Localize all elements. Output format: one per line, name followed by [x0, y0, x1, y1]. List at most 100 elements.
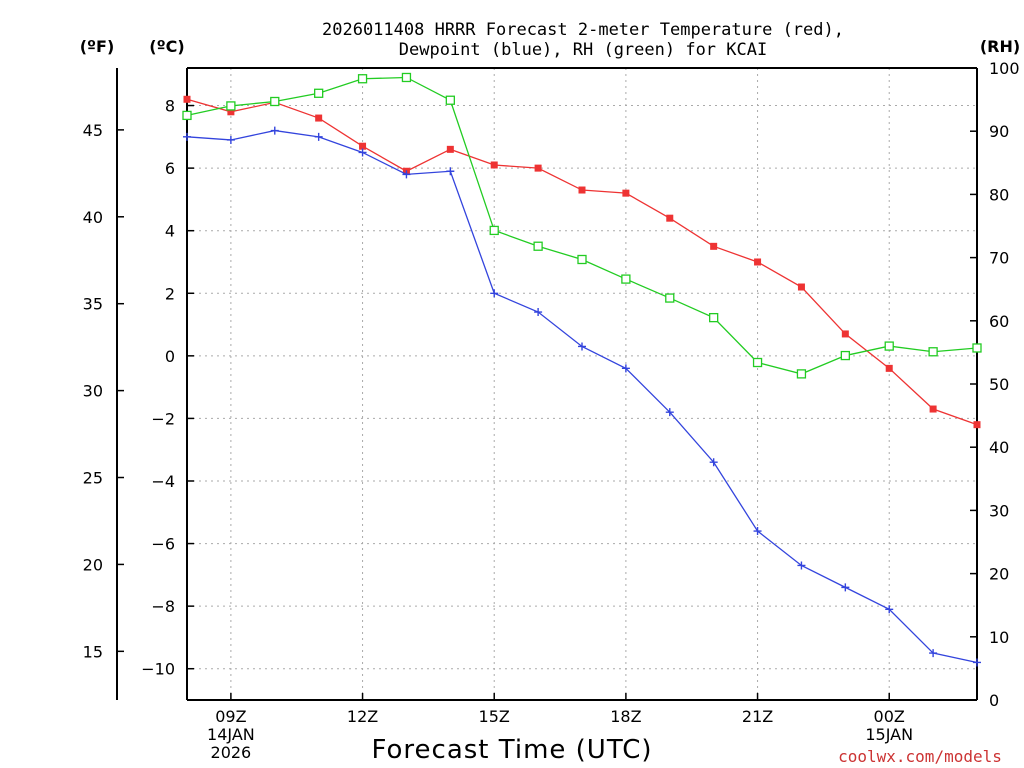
data-point-rh — [401, 72, 412, 83]
fahrenheit-unit-label: (ºF) — [80, 37, 115, 56]
data-point-rh — [489, 225, 499, 236]
celsius-tick-label: 0 — [165, 347, 175, 366]
chart-title-line1: 2026011408 HRRR Forecast 2-meter Tempera… — [322, 20, 844, 40]
celsius-tick-label: −2 — [151, 409, 175, 428]
data-point-dewpoint — [578, 342, 586, 351]
rh-tick-label: 20 — [989, 565, 1009, 584]
series-dewpoint — [183, 126, 981, 667]
data-point-dewpoint — [621, 364, 630, 373]
x-tick-label: 14JAN — [207, 725, 255, 744]
x-tick-label: 21Z — [742, 707, 773, 726]
rh-tick-label: 90 — [989, 122, 1009, 141]
series — [182, 72, 982, 667]
data-point-temperature — [841, 330, 849, 338]
x-tick-label: 18Z — [610, 707, 641, 726]
x-tick-label: 09Z — [215, 707, 246, 726]
rh-tick-label: 40 — [989, 438, 1009, 457]
data-point-dewpoint — [841, 583, 850, 592]
data-point-dewpoint — [885, 605, 894, 614]
axes — [116, 67, 978, 701]
grid — [187, 68, 977, 700]
data-point-temperature — [490, 161, 498, 169]
celsius-tick-label: 8 — [165, 97, 175, 116]
fahrenheit-tick-label: 30 — [83, 382, 103, 401]
data-point-dewpoint — [358, 148, 367, 157]
data-point-temperature — [710, 242, 718, 250]
data-point-rh — [665, 293, 675, 303]
data-point-dewpoint — [226, 135, 235, 144]
data-point-rh — [357, 74, 368, 84]
data-point-rh — [796, 369, 807, 379]
rh-unit-label: (RH) — [980, 37, 1020, 56]
celsius-tick-label: 2 — [165, 284, 175, 303]
data-point-temperature — [885, 364, 893, 372]
data-point-rh — [884, 341, 894, 351]
data-point-temperature — [929, 405, 937, 413]
data-point-dewpoint — [446, 167, 455, 176]
data-point-temperature — [622, 189, 630, 197]
data-point-rh — [533, 241, 543, 251]
data-point-dewpoint — [753, 527, 762, 536]
rh-tick-label: 80 — [989, 185, 1009, 204]
data-point-rh — [709, 312, 719, 323]
data-point-dewpoint — [270, 126, 279, 135]
data-point-rh — [226, 101, 236, 111]
fahrenheit-tick-label: 15 — [83, 642, 103, 661]
data-point-dewpoint — [973, 658, 981, 667]
series-rh — [182, 72, 982, 379]
x-tick-label: 15Z — [479, 707, 510, 726]
data-point-temperature — [754, 258, 762, 266]
data-point-dewpoint — [709, 458, 718, 467]
x-tick-label: 12Z — [347, 707, 378, 726]
data-point-rh — [182, 110, 192, 121]
tick-labels: 4540353025201586420−2−4−6−8−101009080706… — [83, 59, 1020, 762]
data-point-temperature — [666, 214, 674, 222]
data-point-rh — [621, 274, 631, 284]
data-point-rh — [752, 357, 763, 368]
series-line-dewpoint — [186, 129, 978, 664]
series-line-rh — [186, 76, 978, 375]
data-point-rh — [445, 95, 455, 105]
fahrenheit-tick-label: 35 — [83, 295, 103, 314]
rh-tick-label: 0 — [989, 691, 999, 710]
credit-text: coolwx.com/models — [838, 747, 1002, 766]
x-tick-label: 00Z — [874, 707, 905, 726]
data-point-temperature — [973, 421, 981, 429]
celsius-unit-label: (ºC) — [149, 37, 184, 56]
data-point-temperature — [534, 164, 542, 172]
x-axis-label: Forecast Time (UTC) — [371, 735, 652, 765]
data-point-rh — [577, 254, 587, 265]
rh-tick-label: 100 — [989, 59, 1020, 78]
rh-tick-label: 60 — [989, 312, 1009, 331]
rh-tick-label: 10 — [989, 628, 1009, 647]
celsius-tick-label: −10 — [141, 660, 175, 679]
data-point-rh — [972, 343, 982, 353]
data-point-rh — [840, 350, 850, 361]
fahrenheit-tick-label: 20 — [83, 555, 103, 574]
data-point-rh — [314, 88, 324, 98]
celsius-tick-label: −8 — [151, 597, 175, 616]
data-point-temperature — [183, 95, 191, 103]
data-point-dewpoint — [665, 408, 674, 417]
data-point-temperature — [227, 108, 235, 116]
data-point-dewpoint — [490, 289, 499, 298]
celsius-tick-label: 6 — [165, 159, 175, 178]
data-point-rh — [270, 96, 280, 107]
data-point-temperature — [446, 145, 454, 153]
rh-tick-label: 50 — [989, 375, 1009, 394]
data-point-temperature — [315, 114, 323, 122]
celsius-tick-label: −4 — [151, 472, 175, 491]
data-point-dewpoint — [183, 132, 191, 141]
celsius-tick-label: 4 — [165, 222, 175, 241]
fahrenheit-tick-label: 45 — [83, 121, 103, 140]
x-tick-label: 15JAN — [865, 725, 913, 744]
celsius-tick-label: −6 — [151, 535, 175, 554]
data-point-temperature — [359, 142, 367, 150]
fahrenheit-tick-label: 40 — [83, 208, 103, 227]
x-tick-label: 2026 — [211, 743, 252, 762]
rh-tick-label: 70 — [989, 249, 1009, 268]
data-point-temperature — [578, 186, 586, 194]
data-point-rh — [928, 347, 938, 357]
data-point-dewpoint — [534, 308, 543, 317]
